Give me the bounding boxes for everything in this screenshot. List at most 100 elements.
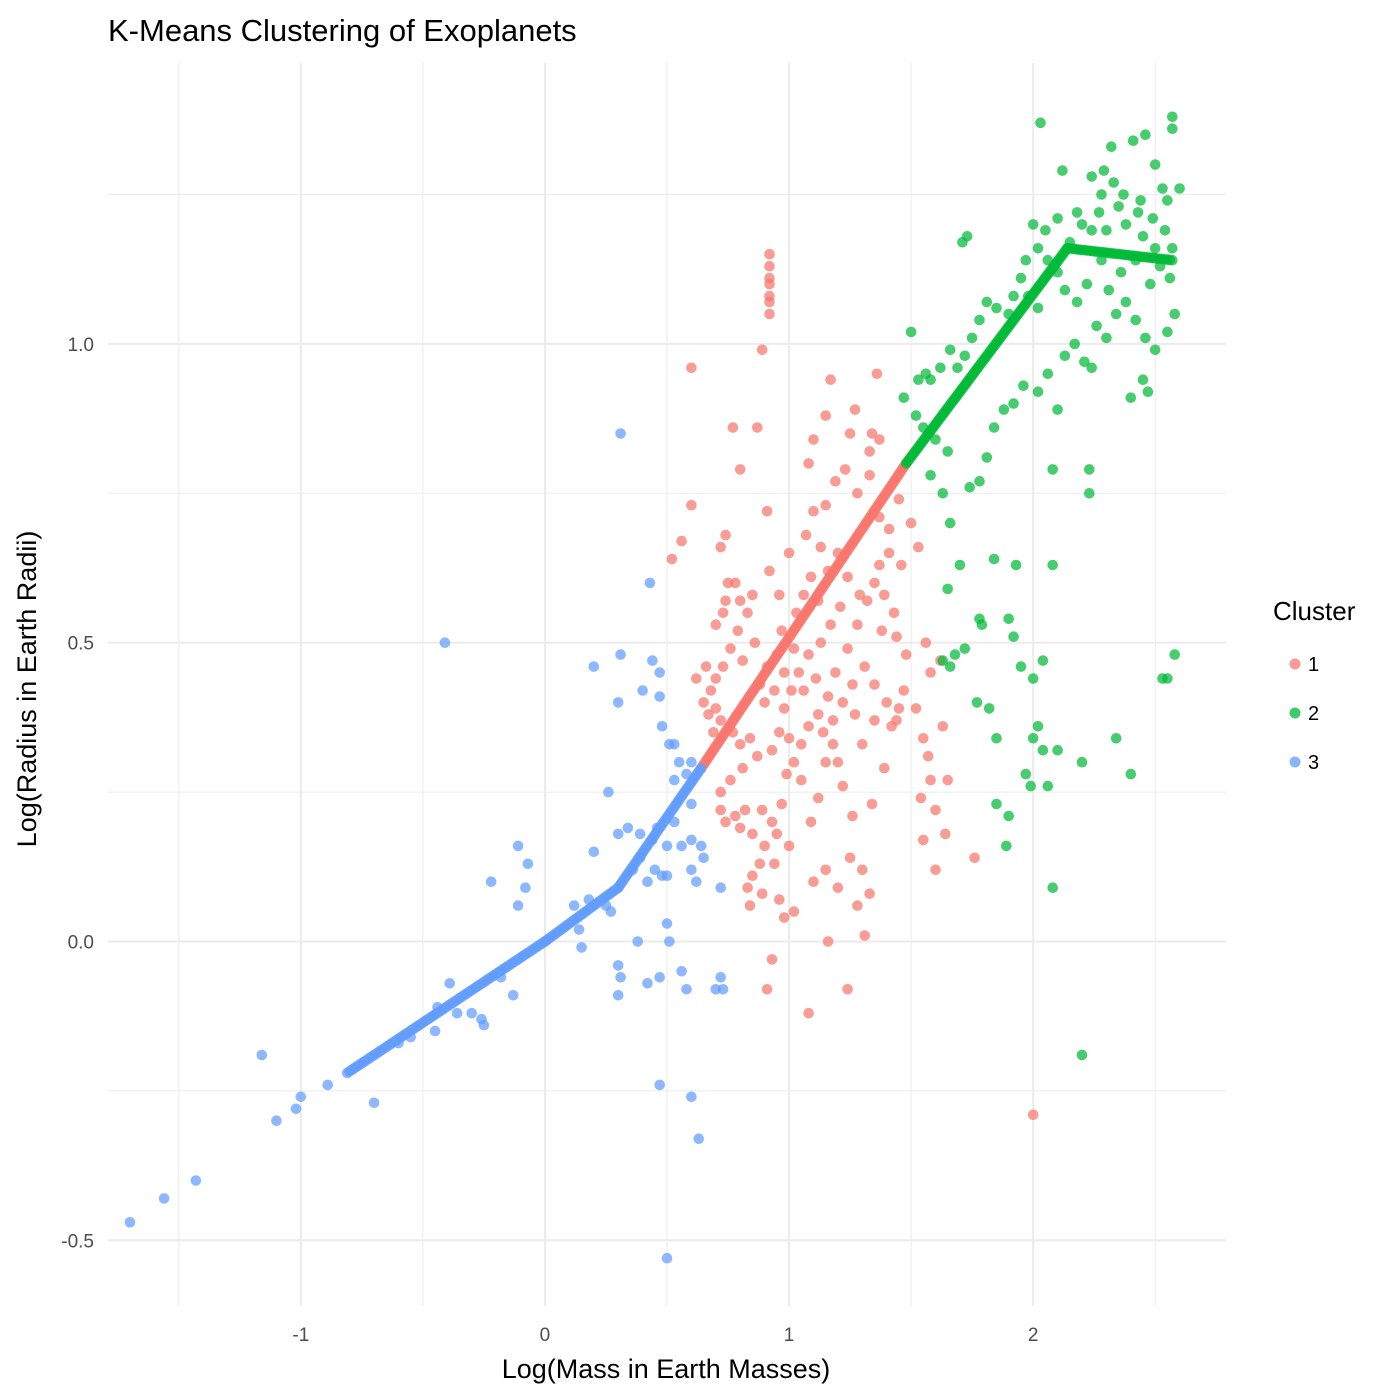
cluster-1-point — [803, 649, 814, 660]
y-axis-title: Log(Radius in Earth Radii) — [12, 531, 42, 848]
cluster-1-point — [866, 798, 878, 810]
cluster-1-point — [749, 637, 761, 648]
cluster-1-point — [839, 464, 851, 475]
cluster-1-point — [710, 703, 722, 714]
cluster-3-point — [512, 840, 524, 852]
cluster-1-point — [761, 984, 773, 995]
cluster-3-point — [466, 1007, 478, 1019]
cluster-1-point — [830, 667, 841, 678]
cluster-2-point — [959, 350, 971, 362]
cluster-1-point — [842, 643, 853, 654]
cluster-1-point — [725, 643, 736, 654]
cluster-2-point — [1020, 768, 1032, 780]
cluster-1-point — [793, 667, 805, 678]
cluster-2-point — [1149, 159, 1161, 170]
cluster-2-point — [1001, 840, 1012, 852]
cluster-2-point — [1059, 350, 1071, 362]
cluster-1-point — [844, 852, 856, 864]
cluster-2-point — [937, 655, 949, 666]
cluster-2-point — [1142, 386, 1154, 398]
cluster-1-point — [764, 565, 775, 577]
cluster-2-point — [1135, 195, 1146, 206]
cluster-3-point — [295, 1091, 307, 1103]
cluster-1-point — [686, 499, 697, 511]
cluster-1-point — [752, 422, 763, 433]
cluster-1-point — [774, 894, 785, 905]
cluster-2-point — [1137, 374, 1149, 386]
cluster-3-point — [622, 822, 634, 834]
cluster-2-point — [1084, 488, 1095, 499]
cluster-1-point — [769, 858, 780, 870]
cluster-1-point — [864, 888, 875, 899]
cluster-2-point — [1110, 308, 1122, 320]
cluster-2-point — [1132, 207, 1144, 218]
cluster-2-point — [1120, 219, 1132, 230]
cluster-3-point — [634, 828, 646, 840]
cluster-3-point — [676, 840, 687, 852]
cluster-2-point — [913, 374, 924, 386]
cluster-1-point — [891, 631, 902, 642]
cluster-1-point — [847, 810, 858, 822]
cluster-2-point — [1015, 272, 1027, 284]
cluster-1-point — [842, 984, 853, 995]
cluster-3-point — [322, 1079, 334, 1091]
cluster-1-point — [737, 762, 748, 774]
cluster-1-point — [781, 768, 792, 780]
cluster-2-point — [1037, 744, 1049, 756]
cluster-3-point — [647, 655, 658, 666]
cluster-2-point — [944, 344, 956, 356]
cluster-1-point — [730, 577, 741, 589]
cluster-2-point — [974, 476, 985, 487]
cluster-1-point — [915, 792, 927, 804]
cluster-3-point — [649, 864, 661, 876]
cluster-1-point — [717, 661, 729, 672]
cluster-3-point — [715, 882, 726, 893]
cluster-2-point — [1140, 332, 1151, 344]
y-tick-label: 1.0 — [68, 335, 94, 356]
cluster-1-point — [808, 505, 819, 517]
cluster-3-point — [654, 1079, 665, 1091]
cluster-3-point — [568, 900, 580, 911]
cluster-2-point — [964, 482, 975, 493]
cluster-2-point — [944, 517, 956, 529]
cluster-2-point — [1032, 386, 1044, 398]
cluster-1-point — [813, 709, 824, 720]
cluster-1-point — [874, 434, 885, 445]
cluster-1-point — [666, 553, 678, 565]
legend: Cluster 1 2 3 — [1273, 596, 1356, 774]
cluster-1-point — [752, 750, 763, 762]
cluster-2-point — [952, 362, 963, 374]
cluster-2-point — [942, 583, 953, 595]
cluster-1-point — [918, 733, 929, 744]
cluster-1-point — [788, 643, 800, 654]
cluster-2-point — [1096, 189, 1107, 200]
cluster-2-point — [1162, 673, 1173, 684]
cluster-1-point — [842, 571, 853, 583]
cluster-2-point — [1008, 398, 1019, 409]
cluster-2-point — [1125, 392, 1137, 404]
cluster-2-point — [1027, 733, 1039, 744]
cluster-1-point — [861, 595, 873, 607]
cluster-2-point — [1003, 810, 1014, 822]
cluster-2-point — [1091, 320, 1102, 332]
cluster-3-point — [615, 649, 626, 660]
cluster-1-point — [869, 715, 880, 726]
cluster-3-point — [573, 924, 585, 935]
cluster-1-point — [698, 697, 709, 708]
cluster-2-point — [1079, 356, 1090, 368]
cluster-2-point — [1093, 207, 1105, 218]
cluster-1-point — [725, 774, 736, 786]
cluster-2-point — [898, 392, 910, 404]
cluster-2-point — [944, 661, 956, 672]
cluster-3-point — [451, 1007, 463, 1019]
cluster-2-point — [1101, 225, 1112, 236]
cluster-1-point — [1027, 1109, 1039, 1121]
cluster-3-point — [686, 756, 697, 768]
cluster-1-point — [715, 786, 726, 798]
cluster-2-point — [935, 362, 946, 374]
cluster-3-point — [576, 942, 587, 953]
cluster-2-point — [1167, 243, 1178, 254]
cluster-2-point — [1025, 780, 1036, 792]
cluster-1-point — [854, 589, 866, 601]
cluster-2-point — [1076, 756, 1088, 768]
